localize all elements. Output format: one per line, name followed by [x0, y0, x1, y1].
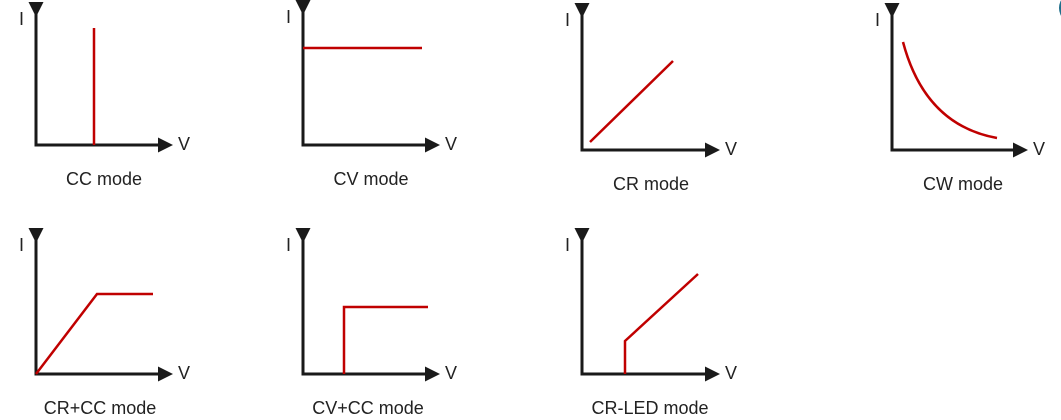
- y-axis-label: I: [565, 235, 570, 255]
- caption: CV+CC mode: [312, 398, 424, 418]
- curve: [901, 41, 998, 140]
- caption: CV mode: [333, 169, 408, 189]
- axes: [884, 3, 1028, 158]
- axes: [295, 0, 440, 153]
- caption: CR+CC mode: [44, 398, 157, 418]
- caption: CC mode: [66, 169, 142, 189]
- curve: [342, 305, 428, 374]
- y-axis-label: I: [19, 9, 24, 29]
- x-axis-label: V: [1033, 139, 1045, 159]
- x-axis-label: V: [445, 363, 457, 383]
- axes: [574, 228, 720, 382]
- axes: [295, 228, 440, 382]
- x-axis-label: V: [178, 363, 190, 383]
- y-axis-label: I: [19, 235, 24, 255]
- caption: CR-LED mode: [591, 398, 708, 418]
- y-axis-label: I: [286, 235, 291, 255]
- y-axis-label: I: [565, 10, 570, 30]
- curve: [589, 60, 674, 143]
- y-axis-label: I: [875, 10, 880, 30]
- x-axis-label: V: [725, 363, 737, 383]
- x-axis-label: V: [725, 139, 737, 159]
- x-axis-label: V: [445, 134, 457, 154]
- axes: [28, 228, 173, 382]
- y-axis-label: I: [286, 7, 291, 27]
- curve: [623, 273, 699, 374]
- caption: CR mode: [613, 174, 689, 194]
- curve: [35, 292, 153, 375]
- axes: [28, 2, 173, 153]
- x-axis-label: V: [178, 134, 190, 154]
- axes: [574, 3, 720, 158]
- caption: CW mode: [923, 174, 1003, 194]
